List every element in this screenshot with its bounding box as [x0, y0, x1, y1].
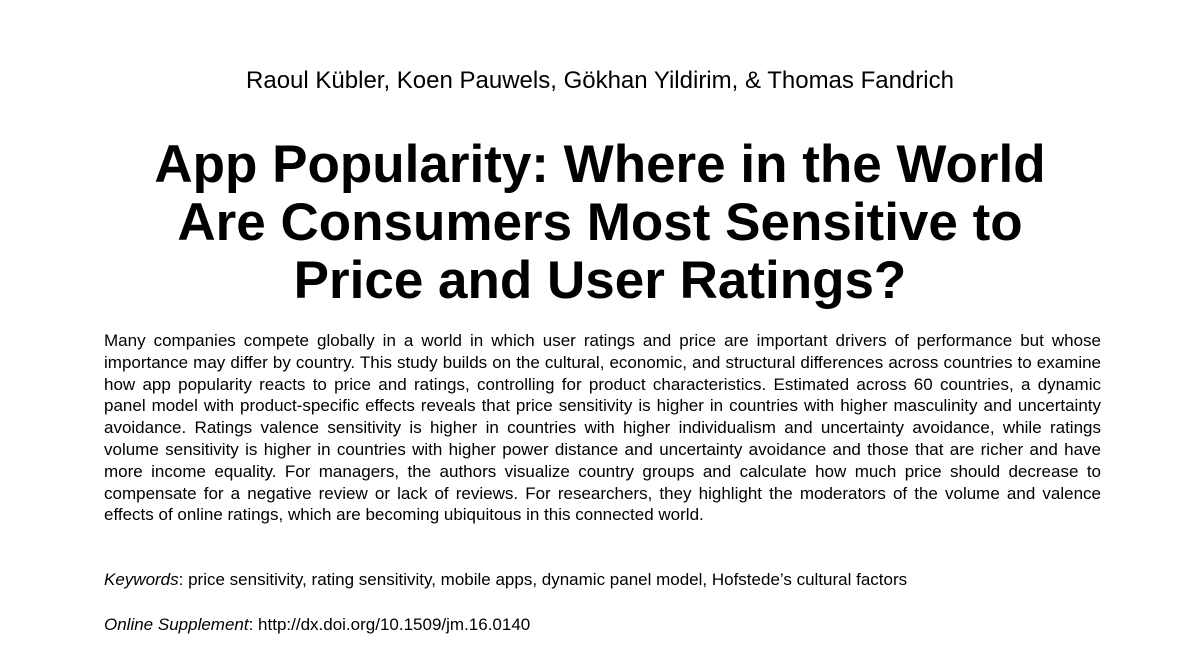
author-list: Raoul Kübler, Koen Pauwels, Gökhan Yildi…: [246, 67, 954, 94]
online-supplement-link[interactable]: http://dx.doi.org/10.1509/jm.16.0140: [258, 615, 531, 634]
online-supplement-separator: :: [248, 615, 259, 634]
keywords-value: price sensitivity, rating sensitivity, m…: [188, 570, 908, 589]
article-title-line: Price and User Ratings?: [293, 251, 907, 310]
online-supplement: Online Supplement: http://dx.doi.org/10.…: [104, 614, 530, 636]
article-title: App Popularity: Where in the World Are C…: [100, 136, 1100, 310]
article-title-line: Are Consumers Most Sensitive to: [177, 193, 1023, 252]
keywords-separator: :: [178, 570, 189, 589]
online-supplement-label: Online Supplement: [104, 615, 249, 634]
keywords: Keywords: price sensitivity, rating sens…: [104, 569, 907, 591]
article-title-line: App Popularity: Where in the World: [154, 135, 1046, 194]
abstract: Many companies compete globally in a wor…: [104, 331, 1101, 525]
keywords-label: Keywords: [104, 570, 179, 589]
